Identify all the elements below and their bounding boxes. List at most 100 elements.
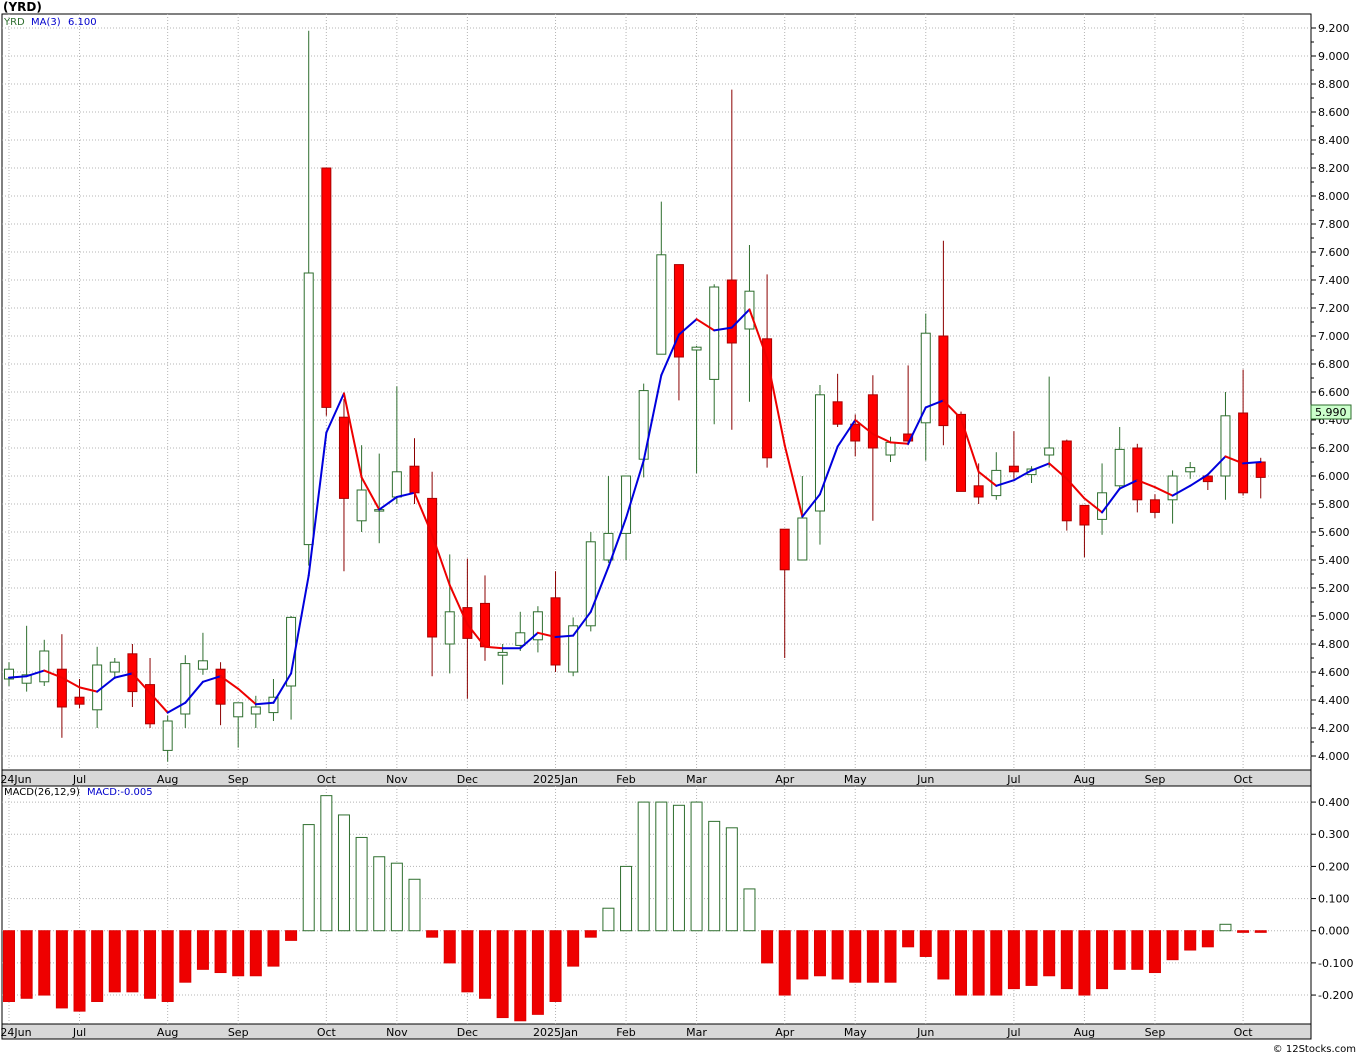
- ma-segment: [1101, 487, 1121, 514]
- candle-up: [709, 286, 720, 380]
- price-xtick-label: Aug: [157, 773, 178, 786]
- price-xtick-label: Mar: [686, 773, 707, 786]
- ma-segment: [554, 634, 575, 638]
- ma-segment: [1189, 473, 1209, 487]
- candle-up: [1185, 467, 1196, 473]
- price-ytick-label: 9.000: [1318, 50, 1350, 63]
- macd-bar-negative: [778, 930, 791, 996]
- ma-segment: [1171, 484, 1192, 497]
- legend-ma-value: 6.100: [68, 17, 97, 28]
- macd-bar-positive: [725, 827, 738, 932]
- candle-up: [885, 441, 896, 456]
- macd-bar-negative: [1060, 930, 1073, 990]
- ma-segment: [854, 419, 874, 435]
- candle-down: [550, 597, 561, 666]
- legend-macd-label: MACD(26,12,9): [4, 787, 80, 798]
- macd-bar-negative: [1007, 930, 1020, 990]
- macd-bar-negative: [161, 930, 174, 1002]
- candle-up: [162, 720, 173, 751]
- macd-bar-negative: [38, 930, 51, 996]
- ma-segment: [166, 701, 187, 714]
- macd-xtick-label: Aug: [157, 1026, 178, 1039]
- candle-down: [867, 394, 878, 449]
- macd-x-axis-band: [1, 1023, 1312, 1040]
- ma-segment: [1224, 455, 1245, 465]
- macd-bar-positive: [302, 824, 315, 932]
- ma-segment: [8, 675, 28, 679]
- ma-segment: [1048, 462, 1068, 480]
- macd-ytick-label: -0.200: [1318, 989, 1353, 1002]
- ma-segment: [642, 374, 663, 462]
- macd-bar-negative: [3, 930, 15, 1002]
- ma-segment: [713, 326, 733, 332]
- macd-bar-negative: [196, 930, 209, 970]
- price-ytick-label: 6.800: [1318, 358, 1350, 371]
- ma-segment: [342, 392, 363, 479]
- price-ytick-label: 4.800: [1318, 638, 1350, 651]
- macd-bar-negative: [144, 930, 157, 999]
- macd-bar-negative: [1025, 930, 1038, 986]
- macd-bar-negative: [919, 930, 932, 957]
- candle-down: [1149, 499, 1160, 513]
- macd-xtick-label: Apr: [775, 1026, 795, 1039]
- macd-bar-negative: [496, 930, 509, 1019]
- price-ytick-label: 8.000: [1318, 190, 1350, 203]
- price-xtick-label: 2024Jun: [0, 773, 32, 786]
- macd-xtick-label: May: [844, 1026, 867, 1039]
- ma-segment: [113, 672, 134, 679]
- ma-segment: [801, 493, 821, 518]
- price-ytick-label: 6.600: [1318, 386, 1350, 399]
- last-price-tag: 5.990: [1310, 404, 1352, 420]
- candle-up: [92, 664, 103, 711]
- ma-segment: [466, 623, 487, 648]
- ma-segment: [307, 431, 328, 577]
- macd-bar-positive: [602, 907, 615, 932]
- macd-bar-positive: [337, 814, 350, 932]
- macd-bar-negative: [1043, 930, 1056, 977]
- ma-segment: [272, 672, 293, 704]
- macd-bar-positive: [743, 888, 756, 932]
- price-xtick-label: Aug: [1074, 773, 1095, 786]
- ma-segment: [730, 308, 751, 329]
- ma-segment: [924, 399, 945, 409]
- ma-segment: [783, 444, 804, 518]
- ma-segment: [1012, 469, 1033, 482]
- macd-bar-negative: [955, 930, 968, 996]
- price-xtick-label: 2025Jan: [533, 773, 578, 786]
- candle-down: [1079, 504, 1090, 526]
- credit-text: © 12Stocks.com: [1273, 1044, 1356, 1055]
- macd-bar-negative: [479, 930, 492, 999]
- price-xtick-label: Apr: [775, 773, 795, 786]
- price-ytick-label: 8.800: [1318, 78, 1350, 91]
- macd-bar-negative: [91, 930, 104, 1002]
- macd-xtick-label: Jun: [916, 1026, 934, 1039]
- macd-bar-negative: [1096, 930, 1109, 990]
- ma-segment: [748, 308, 769, 360]
- candle-up: [920, 332, 931, 424]
- axes: 4.000 4.200 4.400 4.600 4.800 5.000 5.200 5.400…: [0, 22, 1353, 1039]
- ma-segment: [1118, 479, 1139, 490]
- macd-xtick-label: 2025Jan: [533, 1026, 578, 1039]
- price-ytick-label: 8.600: [1318, 106, 1350, 119]
- candle-up: [532, 611, 543, 641]
- macd-bar-negative: [831, 930, 844, 980]
- ma-segment: [237, 687, 257, 706]
- candle-up: [250, 706, 261, 715]
- candle-down: [215, 668, 226, 705]
- ma-segment: [395, 491, 416, 498]
- macd-xtick-label: Sep: [228, 1026, 249, 1039]
- macd-ytick-label: -0.100: [1318, 957, 1353, 970]
- macd-bar-negative: [531, 930, 544, 1015]
- macd-bar-positive: [655, 801, 668, 932]
- ma-segment: [1153, 486, 1174, 497]
- candle-down: [956, 413, 967, 492]
- macd-bar-negative: [443, 930, 456, 964]
- candle-up: [1220, 415, 1231, 477]
- macd-bar-negative: [20, 930, 33, 999]
- price-xtick-label: Feb: [616, 773, 635, 786]
- candle-up: [1167, 475, 1178, 501]
- macd-histogram: [3, 795, 1267, 1022]
- ma-segment: [60, 676, 81, 689]
- ma-segment: [149, 692, 169, 714]
- macd-bar-negative: [55, 930, 68, 1009]
